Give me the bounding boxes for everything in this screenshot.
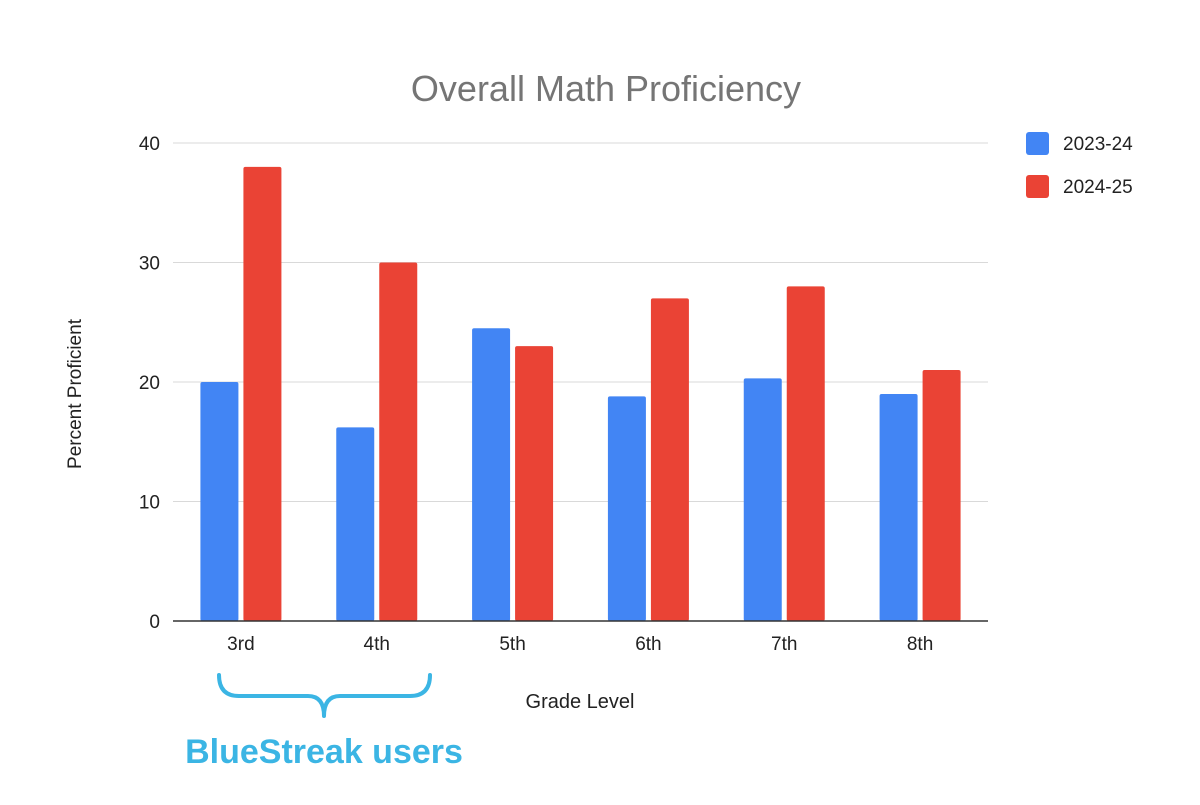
y-tick-label: 30 xyxy=(139,254,160,275)
x-tick-label: 6th xyxy=(635,634,661,655)
y-tick-label: 40 xyxy=(139,134,160,155)
bar-2023-24-4th xyxy=(336,427,375,621)
legend-label: 2023-24 xyxy=(1063,134,1133,155)
y-axis-ticks: 0 10 20 30 40 xyxy=(139,134,160,633)
y-axis-title: Percent Proficient xyxy=(65,318,86,469)
x-axis-title: Grade Level xyxy=(526,691,635,713)
gridlines xyxy=(173,142,988,502)
chart-title: Overall Math Proficiency xyxy=(411,68,801,109)
bar-2023-24-6th xyxy=(607,396,646,621)
bar-2024-25-4th xyxy=(379,262,418,621)
x-tick-label: 7th xyxy=(771,634,797,655)
legend-label: 2024-25 xyxy=(1063,177,1133,198)
x-tick-label: 8th xyxy=(907,634,933,655)
bar-2024-25-8th xyxy=(922,370,961,621)
x-tick-label: 3rd xyxy=(227,634,254,655)
annotation-brace xyxy=(217,673,432,718)
x-tick-label: 4th xyxy=(364,634,390,655)
bar-2024-25-6th xyxy=(650,298,689,621)
bar-2024-25-7th xyxy=(786,286,825,621)
bar-2024-25-3rd xyxy=(243,166,282,621)
legend-swatch xyxy=(1026,132,1049,155)
bar-2023-24-8th xyxy=(879,393,918,621)
x-tick-label: 5th xyxy=(499,634,525,655)
bar-2024-25-5th xyxy=(515,346,554,621)
bar-2023-24-3rd xyxy=(200,382,239,621)
bar-2023-24-7th xyxy=(743,378,782,621)
legend: 2023-24 2024-25 xyxy=(1026,132,1133,198)
y-tick-label: 20 xyxy=(139,373,160,394)
legend-swatch xyxy=(1026,175,1049,198)
annotation-label: BlueStreak users xyxy=(185,733,463,771)
x-axis-ticks: 3rd 4th 5th 6th 7th 8th xyxy=(227,634,933,655)
bar-2023-24-5th xyxy=(472,328,511,621)
y-tick-label: 10 xyxy=(139,493,160,514)
bars xyxy=(200,166,961,621)
y-tick-label: 0 xyxy=(149,612,160,633)
